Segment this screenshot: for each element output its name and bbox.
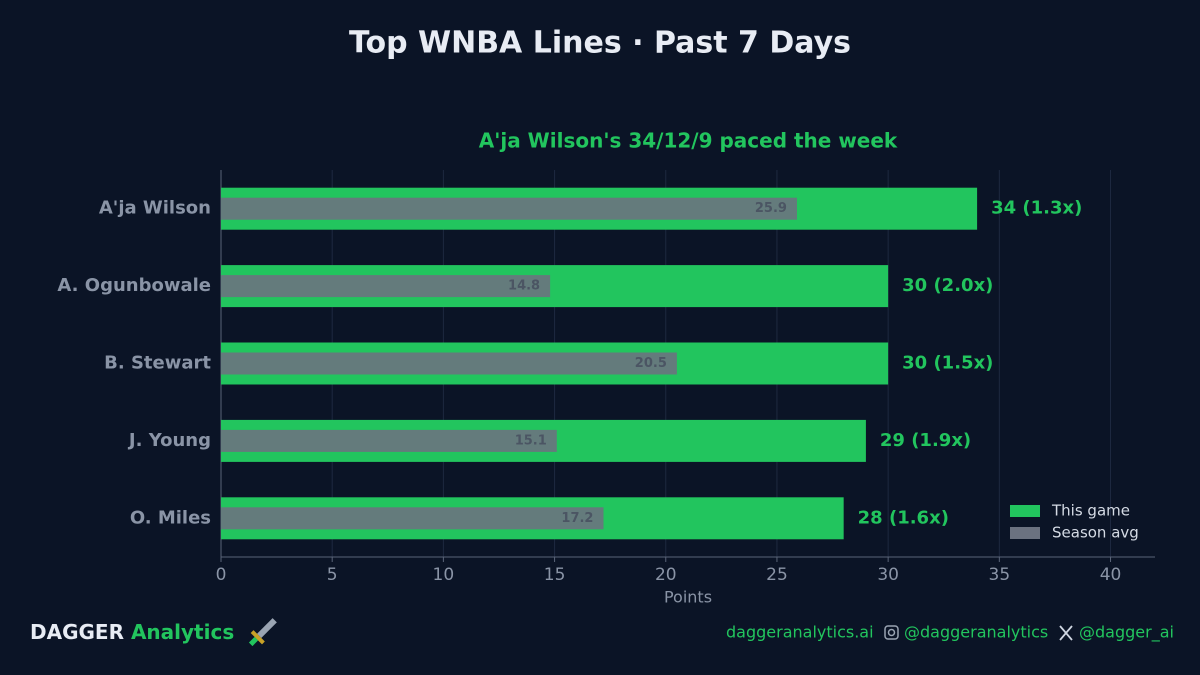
x-tick-label: 10	[433, 565, 455, 585]
x-tick-label: 20	[655, 565, 677, 585]
value-label: 28 (1.6x)	[858, 507, 949, 528]
bar	[221, 275, 551, 298]
x-tick-label: 35	[989, 565, 1011, 585]
value-label: 29 (1.9x)	[880, 430, 971, 451]
y-tick-label: O. Miles	[130, 507, 211, 528]
y-tick-label: B. Stewart	[104, 353, 211, 374]
instagram-icon-lens	[887, 628, 896, 637]
legend-label: This game	[1051, 502, 1130, 520]
x-tick-label: 25	[766, 565, 788, 585]
chart-title: Top WNBA Lines · Past 7 Days	[349, 26, 851, 61]
x-tick-label: 5	[327, 565, 338, 585]
footer-website: daggeranalytics.ai	[726, 623, 874, 642]
x-tick-label: 30	[877, 565, 899, 585]
bar	[221, 197, 797, 220]
instagram-icon	[884, 625, 899, 640]
y-tick-label: J. Young	[127, 430, 211, 451]
bar	[221, 429, 557, 452]
brand: DAGGER Analytics	[30, 620, 234, 644]
dagger-icon	[248, 618, 277, 647]
value-label: 15.1	[515, 433, 547, 448]
y-tick-label: A'ja Wilson	[99, 198, 211, 219]
x-tick-label: 40	[1100, 565, 1122, 585]
x-tick-label: 0	[216, 565, 227, 585]
footer-x: @dagger_ai	[1079, 623, 1174, 643]
value-label: 14.8	[508, 279, 540, 294]
legend-swatch	[1010, 505, 1040, 517]
value-label: 30 (2.0x)	[902, 275, 993, 296]
value-label: 25.9	[755, 201, 787, 216]
bar	[221, 352, 677, 375]
footer-instagram: @daggeranalytics	[904, 623, 1048, 642]
x-tick-label: 15	[544, 565, 566, 585]
bar	[221, 507, 604, 530]
brand-name: DAGGER	[30, 620, 124, 644]
x-icon	[1059, 625, 1073, 641]
brand-accent: Analytics	[131, 620, 234, 644]
value-label: 17.2	[561, 511, 593, 526]
value-label: 34 (1.3x)	[991, 198, 1082, 219]
chart-subtitle: A'ja Wilson's 34/12/9 paced the week	[479, 129, 898, 153]
y-tick-label: A. Ogunbowale	[57, 275, 211, 296]
legend-swatch	[1010, 527, 1040, 539]
value-label: 20.5	[635, 356, 667, 371]
x-axis-label: Points	[664, 588, 712, 607]
legend-label: Season avg	[1052, 524, 1139, 542]
value-label: 30 (1.5x)	[902, 353, 993, 374]
